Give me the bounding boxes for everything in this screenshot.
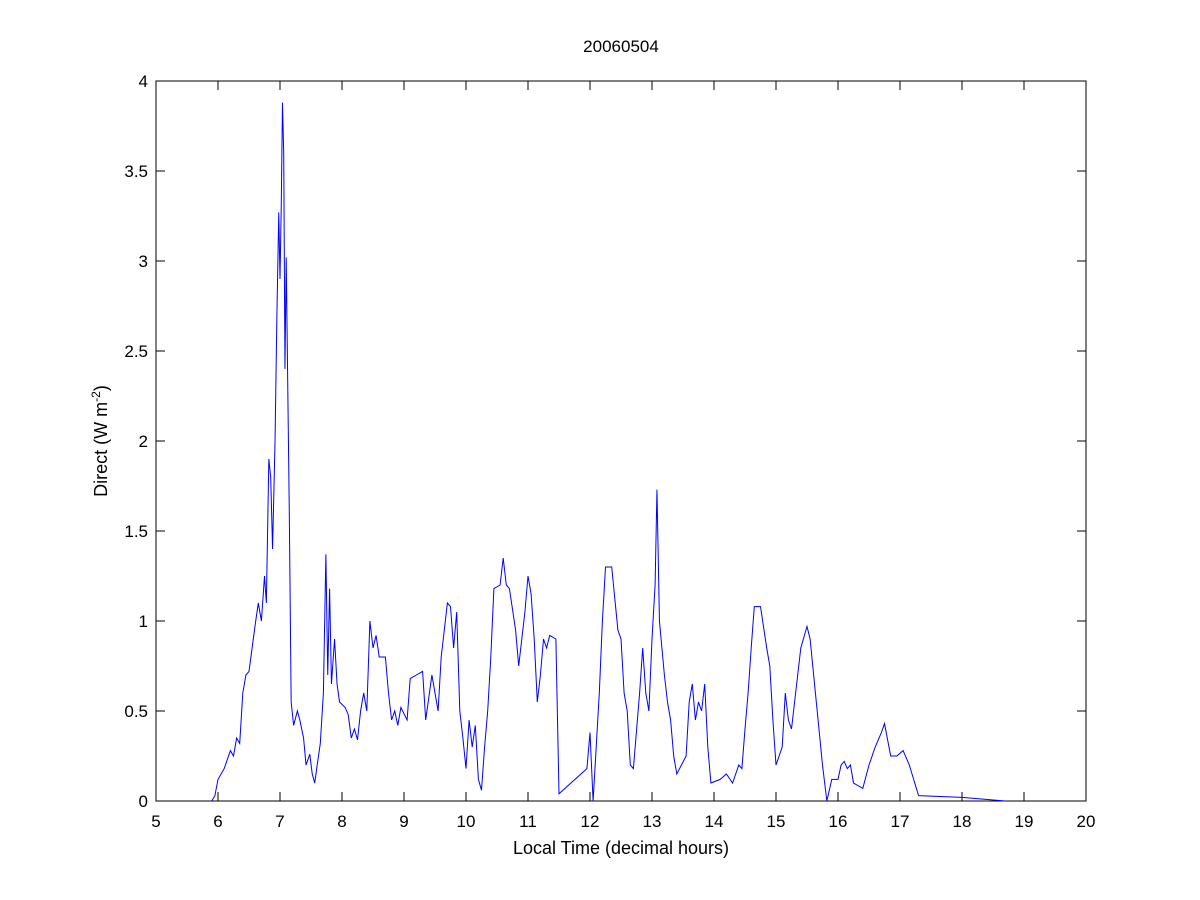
x-tick-label: 15 — [767, 812, 786, 831]
x-tick-label: 12 — [581, 812, 600, 831]
x-tick-label: 16 — [829, 812, 848, 831]
y-label-end: ) — [91, 385, 111, 391]
x-tick-label: 18 — [953, 812, 972, 831]
chart-title: 20060504 — [583, 37, 659, 56]
x-tick-label: 5 — [151, 812, 160, 831]
y-tick-label: 0.5 — [124, 702, 148, 721]
x-tick-label: 19 — [1015, 812, 1034, 831]
y-tick-label: 2 — [139, 432, 148, 451]
y-label-text: Direct (W m — [91, 402, 111, 497]
plot-frame — [155, 80, 1087, 802]
y-tick-label: 3 — [139, 252, 148, 271]
x-tick-label: 20 — [1077, 812, 1096, 831]
y-tick-label: 4 — [139, 72, 148, 91]
y-tick-label: 3.5 — [124, 162, 148, 181]
x-axis-label: Local Time (decimal hours) — [513, 838, 729, 858]
x-tick-label: 9 — [399, 812, 408, 831]
x-tick-label: 6 — [213, 812, 222, 831]
y-tick-label: 1 — [139, 612, 148, 631]
x-tick-label: 8 — [337, 812, 346, 831]
x-tick-label: 11 — [519, 812, 537, 831]
y-tick-label: 0 — [139, 792, 148, 811]
data-line — [211, 102, 1006, 802]
y-tick-label: 1.5 — [124, 522, 148, 541]
x-tick-label: 7 — [275, 812, 284, 831]
y-label-sup: -2 — [89, 391, 103, 402]
x-tick-label: 10 — [457, 812, 476, 831]
x-tick-label: 13 — [643, 812, 662, 831]
y-tick-label: 2.5 — [124, 342, 148, 361]
y-axis-label: Direct (W m-2) — [89, 385, 111, 497]
x-tick-label: 14 — [705, 812, 724, 831]
x-tick-label: 17 — [891, 812, 910, 831]
